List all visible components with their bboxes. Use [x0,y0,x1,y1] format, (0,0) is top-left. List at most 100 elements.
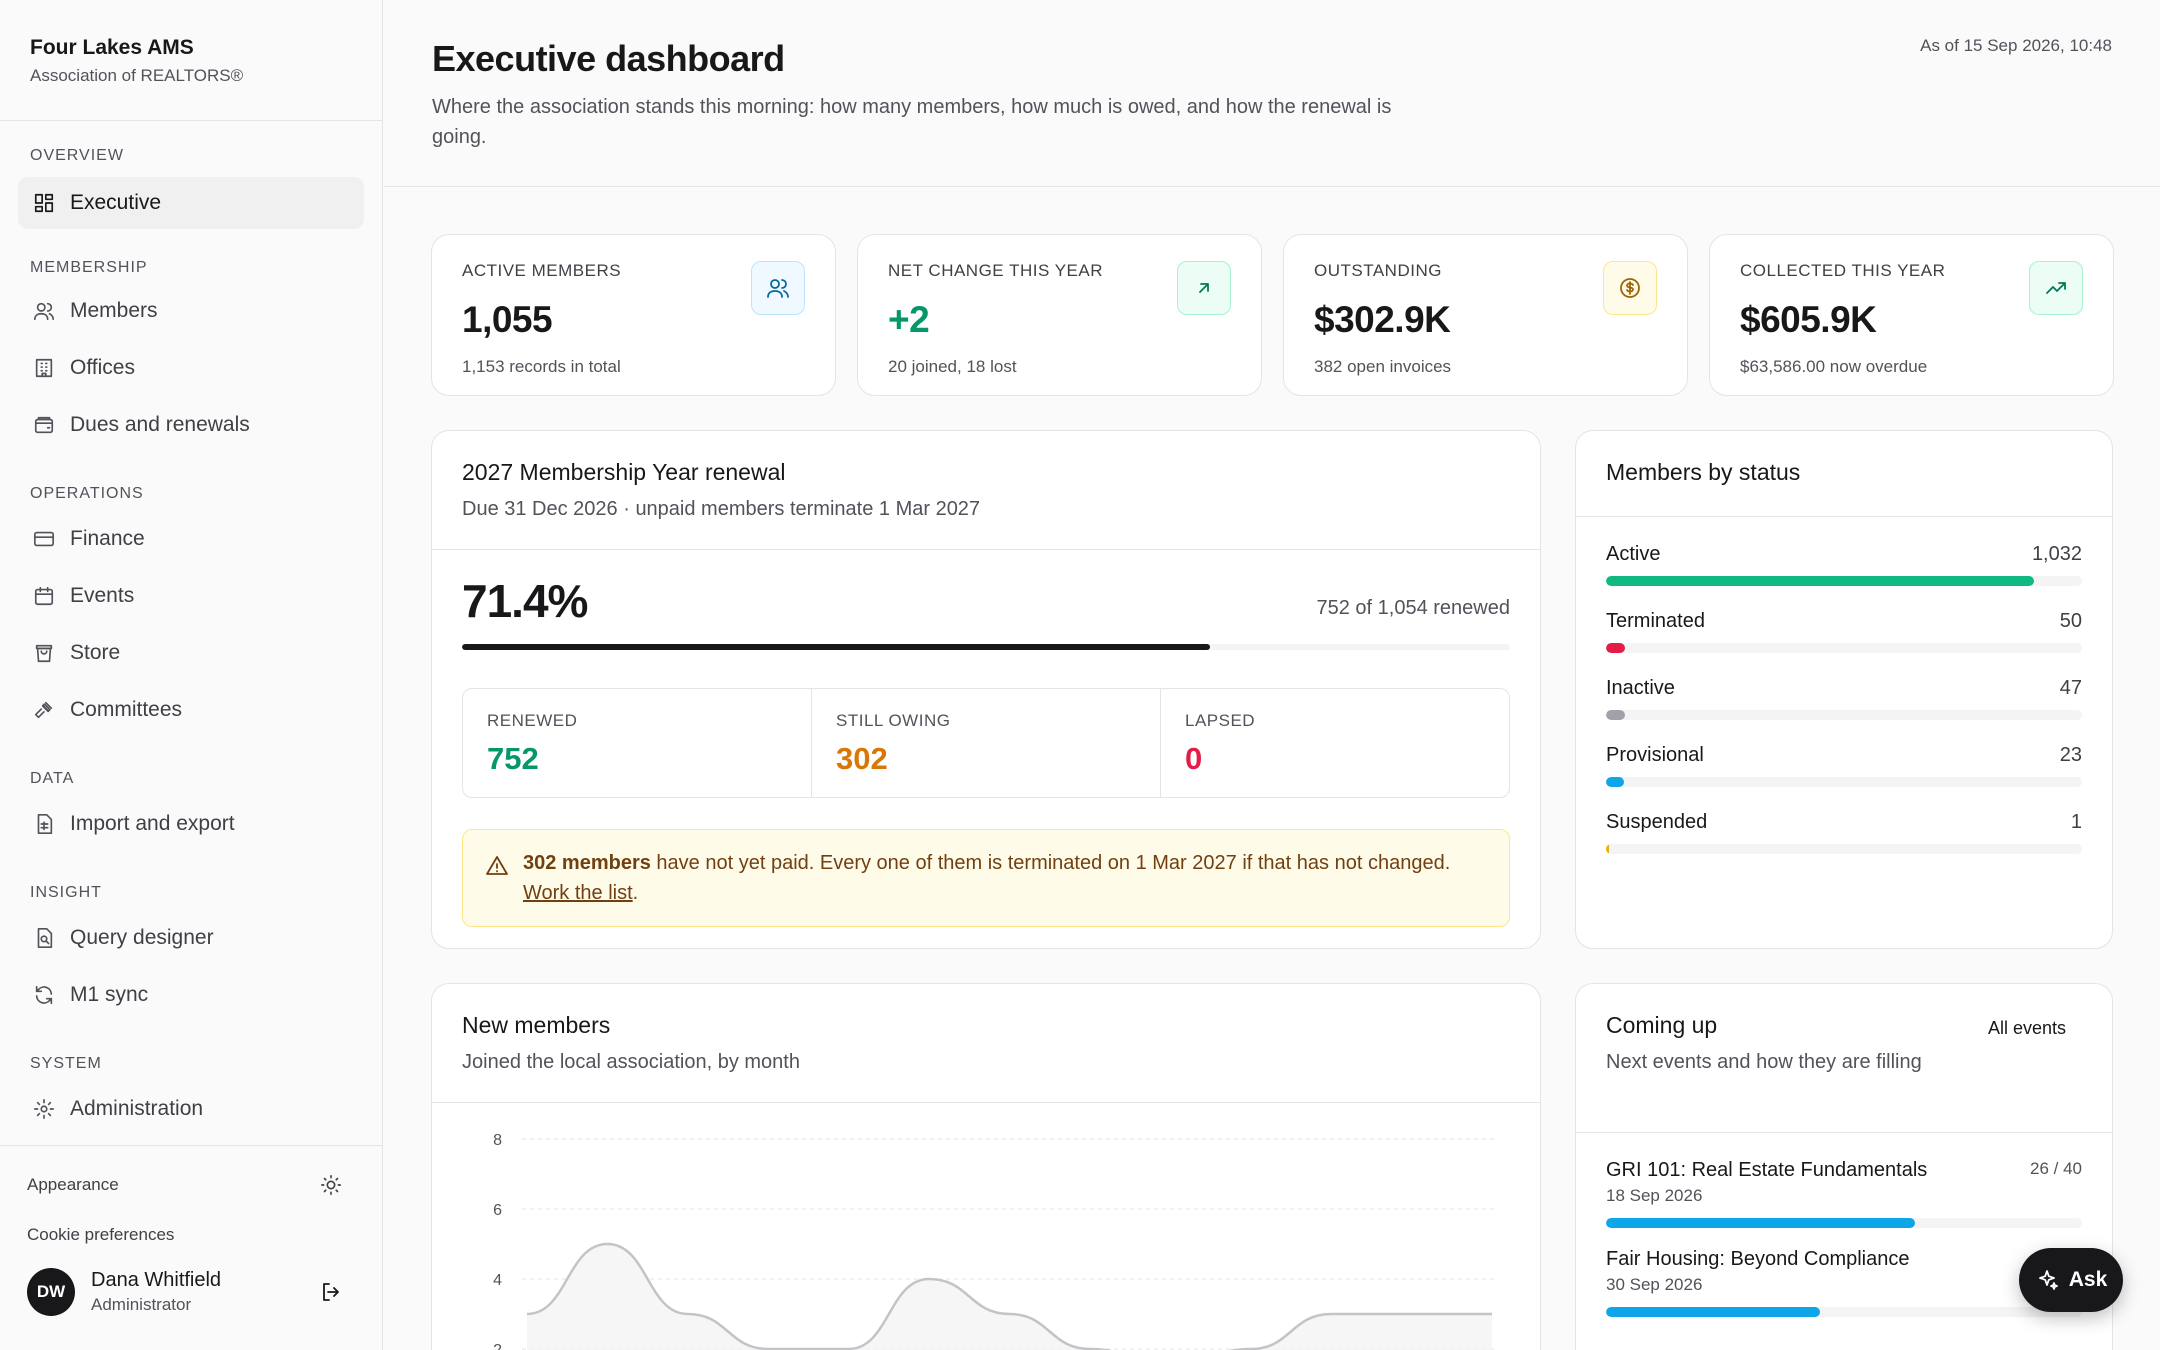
stat-value: 302 [836,741,888,776]
sidebar-item-import-export[interactable]: Import and export [18,798,364,850]
brand-subtitle: Association of REALTORS® [30,66,244,85]
kpi-subtext: 382 open invoices [1314,357,1452,376]
user-role: Administrator [91,1295,192,1314]
status-count: 50 [2059,610,2082,632]
status-track [1606,643,2082,653]
all-events-link[interactable]: All events [1987,1018,2066,1038]
sidebar-item-label: Store [70,641,121,664]
page-subtitle: Where the association stands this mornin… [432,96,1392,148]
appearance-row[interactable]: Appearance [27,1160,355,1210]
stat-label: RENEWED [487,711,578,730]
event-item[interactable]: GRI 101: Real Estate Fundamentals 26 / 40… [1576,1159,2112,1228]
status-label: Active [1606,543,1661,565]
event-capacity-track [1606,1307,2082,1317]
nav-section-system: SYSTEM [30,1055,102,1072]
logout-icon[interactable] [315,1276,347,1308]
sidebar-item-m1-sync[interactable]: M1 sync [18,969,364,1021]
kpi-label: ACTIVE MEMBERS [462,261,622,280]
sidebar-item-offices[interactable]: Offices [18,342,364,394]
alert-count: 302 members [523,852,651,874]
sidebar-item-store[interactable]: Store [18,627,364,679]
kpi-outstanding[interactable]: OUTSTANDING $302.9K 382 open invoices [1283,234,1688,396]
trending-up-icon [2029,261,2083,315]
event-name: GRI 101: Real Estate Fundamentals [1606,1159,1928,1181]
dashboard-icon [32,191,56,215]
sidebar-item-finance[interactable]: Finance [18,513,364,565]
status-label: Provisional [1606,744,1704,766]
stat-lapsed: LAPSED 0 [1161,689,1509,797]
event-count: 26 / 40 [2030,1159,2082,1178]
sidebar-item-administration[interactable]: Administration [18,1083,364,1135]
kpi-net-change[interactable]: NET CHANGE THIS YEAR +2 20 joined, 18 lo… [857,234,1262,396]
renewal-progress-fill [462,644,1211,650]
events-list: GRI 101: Real Estate Fundamentals 26 / 40… [1576,1133,2112,1317]
status-fill [1606,777,1624,787]
sun-icon[interactable] [317,1171,345,1199]
kpi-active-members[interactable]: ACTIVE MEMBERS 1,055 1,153 records in to… [431,234,836,396]
status-title: Members by status [1606,459,1801,485]
calendar-icon [32,584,56,608]
sidebar-item-label: Members [70,299,158,322]
events-title: Coming up [1606,1012,1718,1038]
wallet-icon [32,413,56,437]
stat-label: LAPSED [1185,711,1256,730]
renewal-percent: 71.4% [462,575,588,627]
sidebar-item-label: Import and export [70,812,235,835]
kpi-value: +2 [888,299,930,340]
sidebar-item-executive[interactable]: Executive [18,177,364,229]
status-label: Inactive [1606,677,1675,699]
status-row: Active 1,032 [1576,543,2112,586]
sidebar-item-label: Executive [70,191,162,214]
sidebar-nav: OVERVIEW Executive MEMBERSHIP Members Of… [0,121,382,1144]
cookie-preferences-label: Cookie preferences [27,1225,175,1244]
shopping-bag-icon [32,641,56,665]
sidebar-item-dues[interactable]: Dues and renewals [18,399,364,451]
sidebar-item-label: Administration [70,1097,204,1120]
page-header: Executive dashboard Where the associatio… [384,0,2160,187]
user-name: Dana Whitfield [91,1269,222,1291]
renewal-stats: RENEWED 752 STILL OWING 302 LAPSED 0 [462,688,1510,798]
sidebar-item-label: Offices [70,356,135,379]
sidebar-item-committees[interactable]: Committees [18,684,364,736]
renewal-card: 2027 Membership Year renewal Due 31 Dec … [431,430,1541,949]
work-the-list-link[interactable]: Work the list [523,882,633,904]
event-date: 18 Sep 2026 [1606,1186,1703,1205]
kpi-value: 1,055 [462,299,553,340]
members-by-status-card: Members by status Active 1,032 Terminated 5… [1575,430,2113,949]
status-row: Provisional 23 [1576,744,2112,787]
sidebar: Four Lakes AMS Association of REALTORS® … [0,0,383,1350]
renewal-subtitle: Due 31 Dec 2026 · unpaid members termina… [462,498,981,520]
renewal-progress-bar [462,644,1510,650]
sidebar-item-events[interactable]: Events [18,570,364,622]
stat-renewed: RENEWED 752 [463,689,812,797]
cookie-preferences-link[interactable]: Cookie preferences [27,1210,355,1260]
event-item[interactable]: Fair Housing: Beyond Compliance 30 Sep 20… [1576,1248,2112,1317]
refresh-icon [32,983,56,1007]
file-search-icon [32,926,56,950]
sidebar-item-members[interactable]: Members [18,285,364,337]
status-fill [1606,576,2035,586]
kpi-collected[interactable]: COLLECTED THIS YEAR $605.9K $63,586.00 n… [1709,234,2114,396]
gavel-icon [32,698,56,722]
sidebar-item-label: Committees [70,698,183,721]
series-area [527,1244,1492,1350]
arrow-up-right-icon [1177,261,1231,315]
y-tick-label: 6 [493,1202,502,1219]
status-track [1606,777,2082,787]
ask-button[interactable]: Ask [2019,1248,2123,1312]
events-subtitle: Next events and how they are filling [1606,1051,1922,1073]
appearance-label: Appearance [27,1175,119,1194]
event-date: 30 Sep 2026 [1606,1275,1703,1294]
file-spreadsheet-icon [32,812,56,836]
event-name: Fair Housing: Beyond Compliance [1606,1248,1910,1270]
status-fill [1606,844,1609,854]
renewal-count: 752 of 1,054 renewed [1316,597,1511,619]
stat-label: STILL OWING [836,711,951,730]
sidebar-item-query-designer[interactable]: Query designer [18,912,364,964]
y-tick-label: 2 [493,1342,502,1350]
renewal-title: 2027 Membership Year renewal [462,459,786,485]
sidebar-item-label: M1 sync [70,983,149,1006]
new-members-chart: 8 6 4 2 [493,1132,1497,1350]
new-members-title: New members [462,1012,611,1038]
sidebar-item-label: Dues and renewals [70,413,250,436]
